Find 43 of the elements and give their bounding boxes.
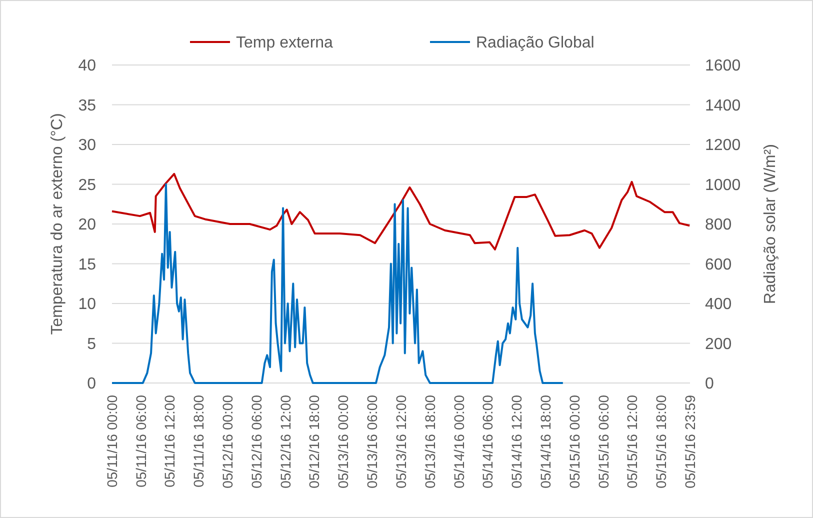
y-tick-label: 0 [87,376,96,393]
y-axis-title: Temperatura do ar externo (°C) [49,113,66,335]
y-tick-label: 10 [78,296,96,314]
x-tick-label: 05/15/16 18:00 [653,394,670,488]
y2-tick-label: 1200 [705,137,741,154]
x-tick-label: 05/11/16 00:00 [104,394,120,488]
y-tick-label: 15 [78,256,96,274]
x-tick-label: 05/14/16 18:00 [537,394,554,488]
x-tick-label: 05/12/16 06:00 [248,394,264,488]
y-tick-label: 35 [78,97,96,114]
y2-tick-label: 0 [705,376,714,393]
y-tick-label: 25 [78,176,96,194]
x-tick-label: 05/13/16 00:00 [335,394,352,488]
x-tick-label: 05/12/16 00:00 [220,394,236,488]
x-tick-label: 05/12/16 12:00 [277,394,294,488]
x-tick-label: 05/13/16 06:00 [364,394,380,488]
y2-axis-title: Radiação solar (W/m²) [762,144,779,304]
y2-tick-label: 200 [705,336,732,353]
x-tick-label: 05/14/16 06:00 [480,394,496,488]
x-tick-label: 05/13/16 12:00 [392,394,409,488]
y2-tick-label: 1000 [705,176,741,194]
y2-tick-label: 1600 [705,58,741,75]
x-tick-label: 05/14/16 12:00 [508,394,525,488]
x-tick-label: 05/15/16 00:00 [566,394,582,488]
y-tick-label: 30 [78,137,96,154]
x-tick-label: 05/15/16 23:59 [682,394,698,488]
y-tick-label: 20 [78,216,96,234]
y2-tick-label: 800 [705,216,732,234]
x-tick-label: 05/15/16 06:00 [595,394,612,488]
y2-tick-label: 400 [705,296,732,314]
x-tick-label: 05/13/16 18:00 [422,394,438,488]
y-tick-label: 40 [78,58,96,75]
x-tick-label: 05/11/16 18:00 [190,394,207,488]
x-tick-label: 05/11/16 06:00 [132,394,149,488]
x-tick-label: 05/11/16 12:00 [162,394,178,488]
y2-tick-label: 600 [705,256,732,274]
y2-tick-label: 1400 [705,97,741,114]
x-tick-label: 05/12/16 18:00 [306,394,322,488]
x-tick-label: 05/15/16 12:00 [624,394,640,488]
legend-label: Temp externa [236,34,334,52]
y-tick-label: 5 [87,336,96,353]
x-tick-label: 05/14/16 00:00 [450,394,467,488]
legend-label: Radiação Global [476,34,594,52]
